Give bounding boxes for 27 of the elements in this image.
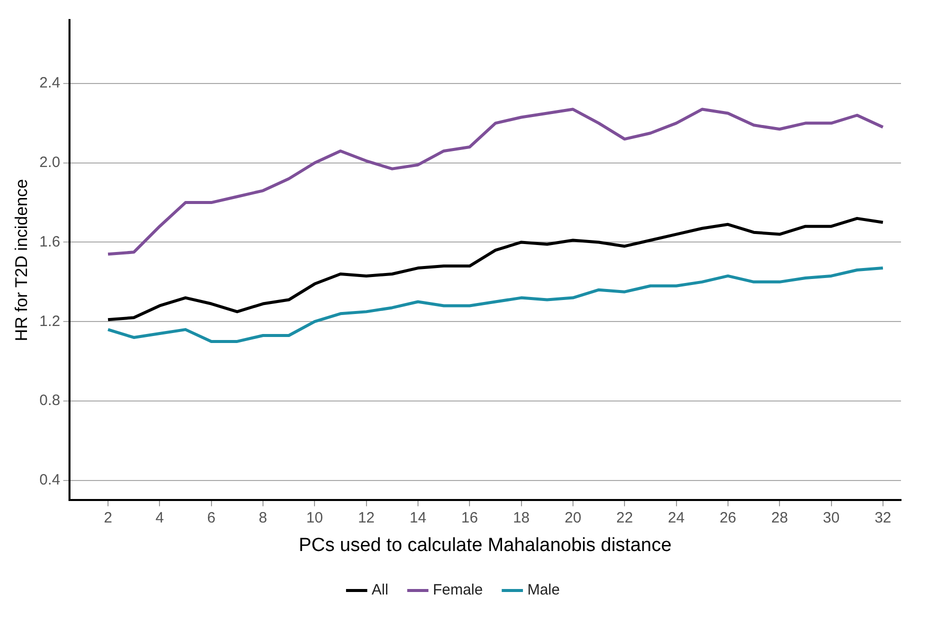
x-tick-label: 16: [461, 509, 478, 526]
x-tick-label: 2: [104, 509, 112, 526]
x-tick-label: 4: [155, 509, 164, 526]
y-tick-label: 2.0: [39, 154, 60, 172]
y-tick-label: 1.2: [39, 312, 60, 330]
x-tick-label: 18: [512, 509, 530, 526]
y-tick-label: 1.6: [39, 233, 60, 250]
legend-label: All: [372, 582, 388, 599]
x-tick-label: 8: [258, 509, 268, 526]
legend-label: Female: [432, 582, 483, 599]
y-tick-label: 2.4: [39, 74, 60, 92]
x-tick-label: 24: [668, 509, 685, 526]
x-tick-label: 20: [564, 509, 582, 526]
x-tick-label: 14: [410, 509, 426, 526]
x-tick-label: 22: [616, 509, 633, 526]
y-tick-label: 0.4: [39, 472, 60, 488]
x-axis-title: PCs used to calculate Mahalanobis distance: [298, 534, 672, 556]
x-tick-label: 32: [874, 509, 892, 526]
x-tick-label: 12: [358, 509, 375, 526]
y-tick-label: 0.8: [39, 392, 60, 410]
x-tick-label: 30: [822, 509, 840, 526]
x-tick-label: 26: [720, 509, 736, 526]
x-tick-label: 10: [306, 509, 323, 526]
x-tick-label: 6: [207, 509, 216, 526]
x-tick-label: 28: [771, 509, 788, 526]
legend-label: Male: [527, 582, 560, 599]
y-axis-title: HR for T2D incidence: [12, 179, 31, 342]
